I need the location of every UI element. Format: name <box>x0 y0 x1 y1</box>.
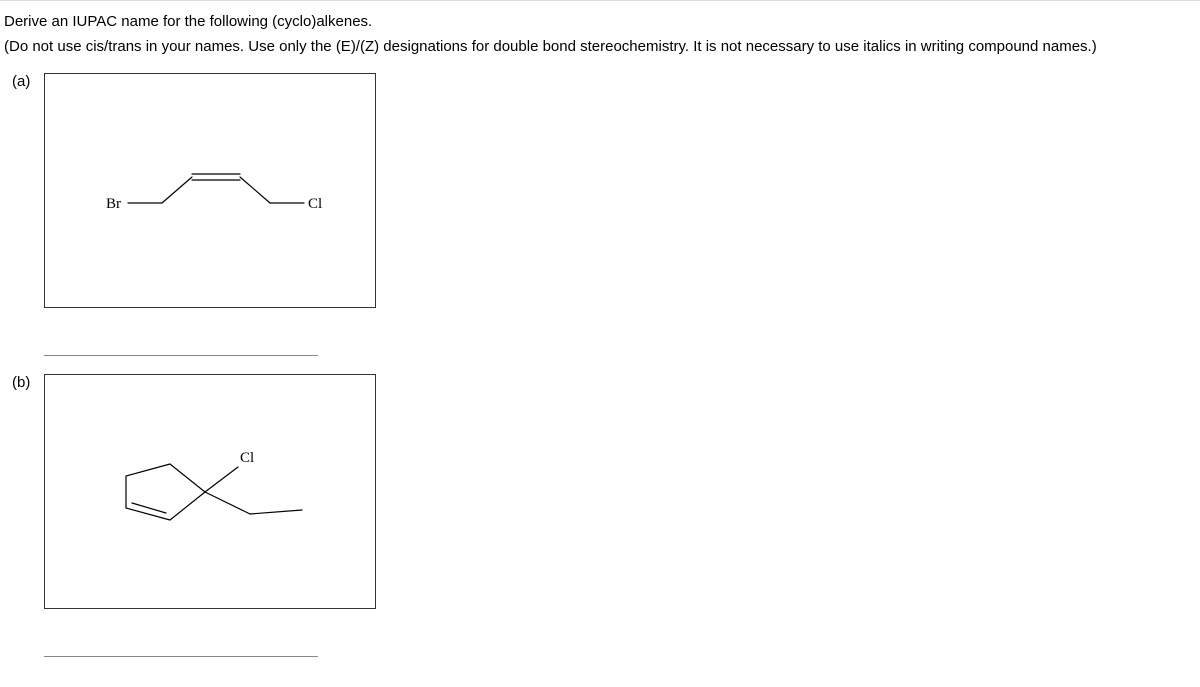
cyclopentene-cl-structure: Cl <box>70 412 350 572</box>
part-b: (b) Cl <box>4 374 1196 657</box>
part-b-answer-input[interactable] <box>44 627 318 657</box>
part-b-content: Cl <box>44 374 376 657</box>
cl-label-b: Cl <box>240 450 254 466</box>
part-b-label: (b) <box>4 374 44 391</box>
part-b-figure: Cl <box>44 374 376 609</box>
part-a-label: (a) <box>4 73 44 90</box>
part-a-content: Br Cl <box>44 73 376 356</box>
part-a-answer-input[interactable] <box>44 326 318 356</box>
br-label: Br <box>106 196 121 212</box>
question-prompt: Derive an IUPAC name for the following (… <box>4 13 1196 30</box>
alkene-br-cl-structure: Br Cl <box>80 131 340 251</box>
cl-label: Cl <box>308 196 322 212</box>
part-a-figure: Br Cl <box>44 73 376 308</box>
question-instruction: (Do not use cis/trans in your names. Use… <box>4 38 1196 55</box>
part-a: (a) <box>4 73 1196 356</box>
question-container: Derive an IUPAC name for the following (… <box>0 0 1200 683</box>
